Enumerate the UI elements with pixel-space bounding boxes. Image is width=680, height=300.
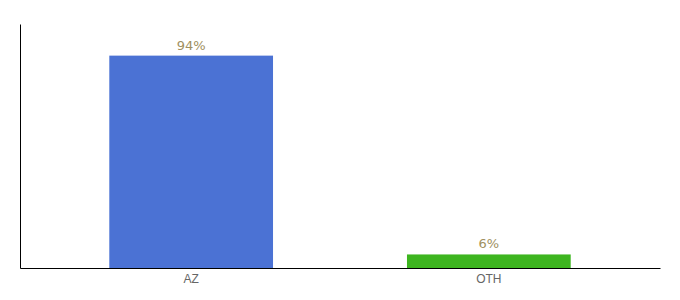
x-tick: AZ — [183, 268, 198, 286]
y-axis-line — [20, 25, 21, 269]
data-labels: 94% 6% — [177, 38, 499, 252]
x-axis-line — [21, 268, 661, 269]
x-axis: AZ OTH — [21, 268, 661, 286]
bar — [407, 254, 571, 268]
y-axis — [20, 25, 21, 269]
x-tick-label: AZ — [183, 272, 198, 286]
bar — [109, 56, 273, 268]
data-label: 94% — [177, 38, 206, 53]
plot: 94% 6% AZ OTH — [21, 25, 661, 286]
bars — [109, 56, 570, 268]
data-label: 6% — [479, 236, 500, 251]
x-tick-label: OTH — [476, 272, 501, 286]
x-tick: OTH — [476, 268, 501, 286]
chart: 94% 6% AZ OTH — [0, 0, 680, 300]
